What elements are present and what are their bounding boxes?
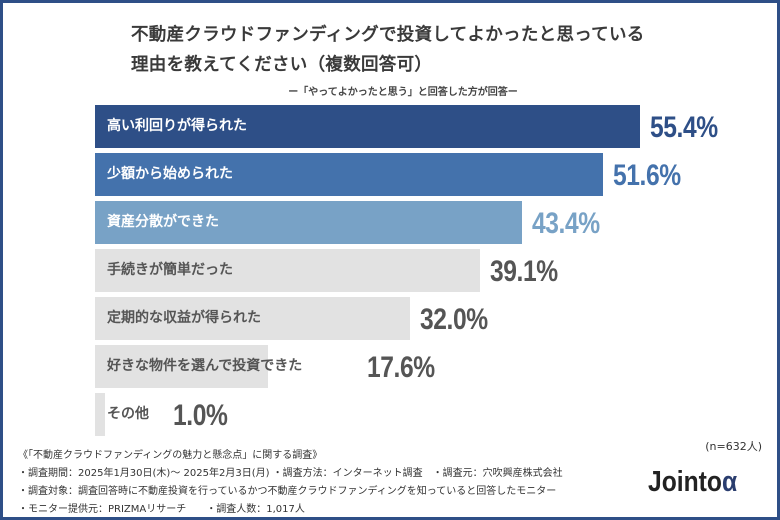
bar-label: その他 — [107, 406, 149, 422]
bar — [95, 105, 640, 148]
value-label: 1.0% — [173, 399, 228, 432]
survey-period: ・調査期間：2025年1月30日(木)〜 2025年2月3日(月) ・調査方法：… — [18, 468, 563, 479]
value-label: 39.1% — [489, 255, 558, 288]
bar — [95, 201, 522, 244]
sample-size: (n=632人) — [705, 440, 762, 453]
chart-subtitle: ー「やってよかったと思う」と回答した方が回答ー — [288, 87, 518, 98]
bar-label: 高い利回りが得られた — [107, 118, 247, 134]
bar — [95, 249, 480, 292]
bar-label: 少額から始められた — [107, 166, 233, 182]
value-label: 43.4% — [531, 207, 600, 240]
value-label: 55.4% — [650, 111, 718, 144]
bar — [95, 393, 105, 436]
survey-title: 《「不動産クラウドファンディングの魅力と懸念点」に関する調査》 — [18, 450, 323, 461]
chart-title: 不動産クラウドファンディングで投資してよかったと思っている — [131, 25, 645, 45]
value-label: 32.0% — [419, 303, 488, 336]
logo-alpha-icon: α — [721, 466, 738, 498]
bar — [95, 297, 410, 340]
value-label: 51.6% — [612, 159, 681, 192]
bar-label: 定期的な収益が得られた — [107, 310, 261, 326]
survey-provider: ・モニター提供元：PRIZMAリサーチ ・調査人数：1,017人 — [18, 504, 305, 515]
survey-target: ・調査対象：調査回答時に不動産投資を行っているかつ不動産クラウドファンディングを… — [18, 486, 557, 497]
logo-text: Jointo — [648, 466, 722, 498]
bar — [95, 153, 603, 196]
jointo-logo: Jointoα — [648, 466, 737, 499]
bar-label: 手続きが簡単だった — [107, 262, 233, 278]
bar-label: 好きな物件を選んで投資できた — [107, 358, 303, 374]
value-label: 17.6% — [367, 351, 435, 384]
bar — [95, 345, 269, 388]
bar-label: 資産分散ができた — [107, 214, 219, 230]
chart-title-line2: 理由を教えてください（複数回答可） — [131, 55, 433, 75]
